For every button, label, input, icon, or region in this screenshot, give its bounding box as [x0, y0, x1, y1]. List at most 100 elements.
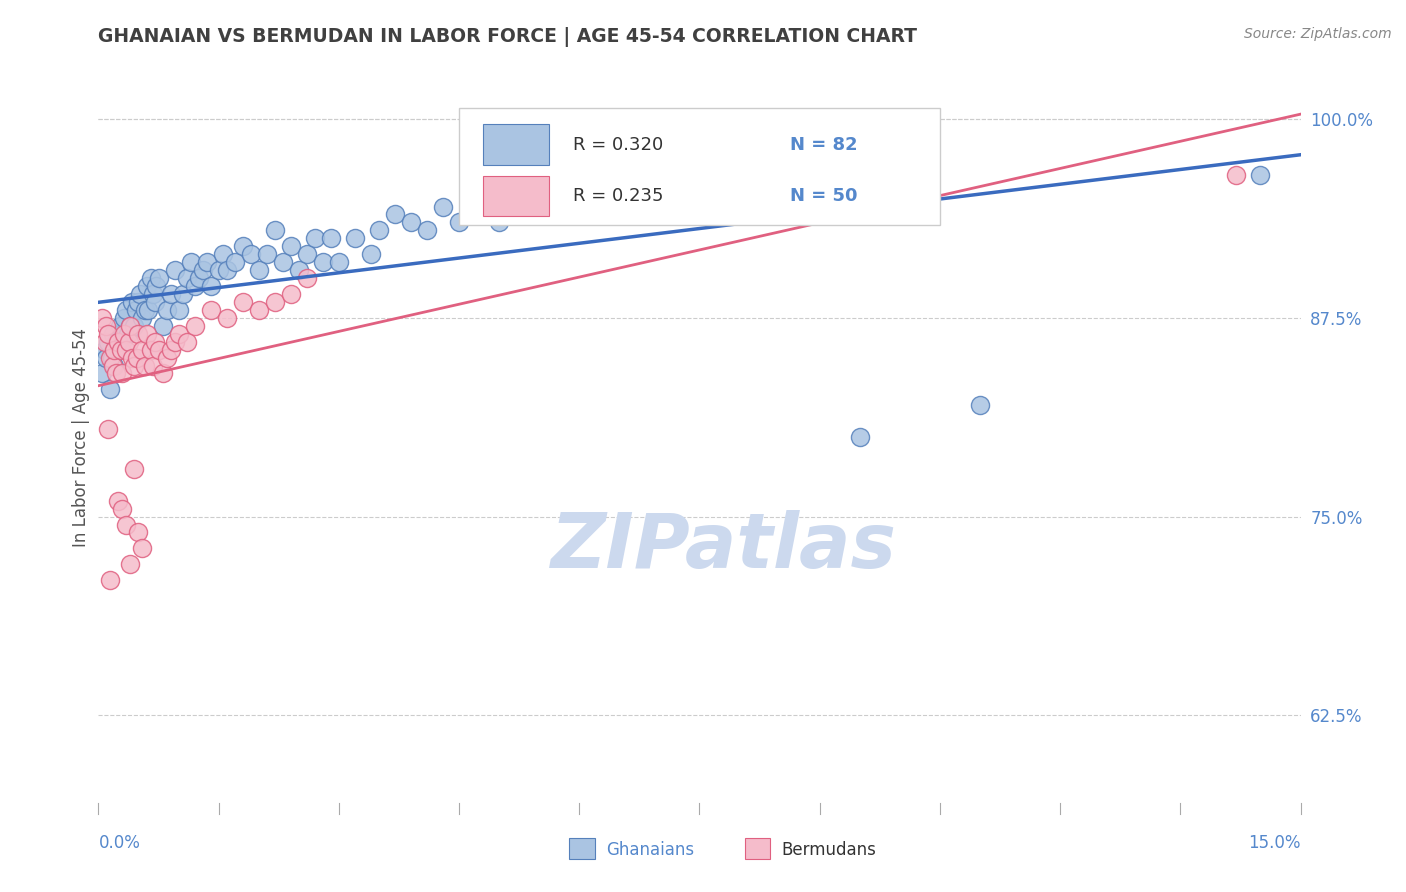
- Y-axis label: In Labor Force | Age 45-54: In Labor Force | Age 45-54: [72, 327, 90, 547]
- FancyBboxPatch shape: [458, 108, 939, 225]
- Point: [176, 271, 198, 285]
- Point: [96, 351, 118, 365]
- Point: [135, 279, 157, 293]
- Point: [263, 223, 285, 237]
- Text: Bermudans: Bermudans: [782, 841, 876, 859]
- Point: [112, 326, 135, 341]
- Point: [105, 334, 128, 349]
- Point: [319, 231, 342, 245]
- Point: [131, 310, 153, 325]
- Point: [97, 326, 120, 341]
- Point: [553, 192, 575, 206]
- Point: [215, 263, 238, 277]
- Point: [688, 176, 710, 190]
- Point: [969, 398, 991, 412]
- Text: ZIPatlas: ZIPatlas: [551, 510, 897, 583]
- Point: [112, 310, 135, 325]
- Point: [120, 318, 142, 333]
- Point: [115, 302, 138, 317]
- Point: [488, 215, 510, 229]
- Point: [134, 302, 156, 317]
- Point: [343, 231, 366, 245]
- Point: [107, 334, 129, 349]
- Point: [416, 223, 439, 237]
- Point: [472, 207, 495, 221]
- Point: [447, 215, 470, 229]
- Point: [107, 493, 129, 508]
- Point: [263, 294, 285, 309]
- Point: [118, 334, 141, 349]
- Point: [105, 367, 128, 381]
- Point: [142, 287, 165, 301]
- Text: R = 0.320: R = 0.320: [574, 136, 664, 153]
- Point: [304, 231, 326, 245]
- Point: [103, 343, 125, 357]
- Point: [100, 573, 122, 587]
- Point: [91, 367, 114, 381]
- Point: [295, 247, 318, 261]
- Point: [176, 334, 198, 349]
- Point: [247, 302, 270, 317]
- Point: [256, 247, 278, 261]
- Point: [135, 326, 157, 341]
- Point: [128, 326, 150, 341]
- Point: [101, 326, 124, 341]
- Point: [131, 343, 153, 357]
- Point: [124, 462, 146, 476]
- Point: [224, 255, 246, 269]
- Text: N = 50: N = 50: [790, 186, 858, 204]
- Point: [200, 279, 222, 293]
- Text: N = 82: N = 82: [790, 136, 858, 153]
- Point: [211, 247, 233, 261]
- Point: [111, 334, 134, 349]
- Point: [183, 279, 205, 293]
- Point: [143, 294, 166, 309]
- Point: [368, 223, 391, 237]
- Point: [271, 255, 294, 269]
- Point: [529, 207, 551, 221]
- Point: [143, 334, 166, 349]
- Point: [120, 558, 142, 572]
- Point: [280, 287, 302, 301]
- Point: [215, 310, 238, 325]
- Point: [124, 318, 146, 333]
- Point: [200, 302, 222, 317]
- Point: [148, 271, 170, 285]
- Text: GHANAIAN VS BERMUDAN IN LABOR FORCE | AGE 45-54 CORRELATION CHART: GHANAIAN VS BERMUDAN IN LABOR FORCE | AG…: [98, 27, 918, 46]
- Point: [111, 367, 134, 381]
- Point: [115, 343, 138, 357]
- Point: [187, 271, 209, 285]
- Point: [360, 247, 382, 261]
- Point: [208, 263, 231, 277]
- Point: [139, 343, 162, 357]
- Point: [155, 351, 177, 365]
- Point: [125, 351, 148, 365]
- Point: [399, 215, 422, 229]
- Point: [808, 176, 831, 190]
- Point: [121, 351, 143, 365]
- Point: [96, 318, 118, 333]
- Point: [849, 430, 872, 444]
- Text: 15.0%: 15.0%: [1249, 834, 1301, 852]
- Point: [384, 207, 406, 221]
- Point: [128, 525, 150, 540]
- Point: [97, 422, 120, 436]
- Point: [125, 302, 148, 317]
- Point: [728, 192, 751, 206]
- Point: [1250, 168, 1272, 182]
- Point: [97, 334, 120, 349]
- Point: [111, 501, 134, 516]
- Point: [312, 255, 335, 269]
- Point: [1225, 168, 1247, 182]
- Text: Source: ZipAtlas.com: Source: ZipAtlas.com: [1244, 27, 1392, 41]
- Point: [121, 294, 143, 309]
- Point: [648, 192, 671, 206]
- Point: [568, 200, 591, 214]
- Point: [432, 200, 454, 214]
- Point: [152, 318, 174, 333]
- Point: [247, 263, 270, 277]
- Point: [94, 343, 117, 357]
- Point: [117, 326, 139, 341]
- Point: [167, 302, 190, 317]
- Point: [115, 517, 138, 532]
